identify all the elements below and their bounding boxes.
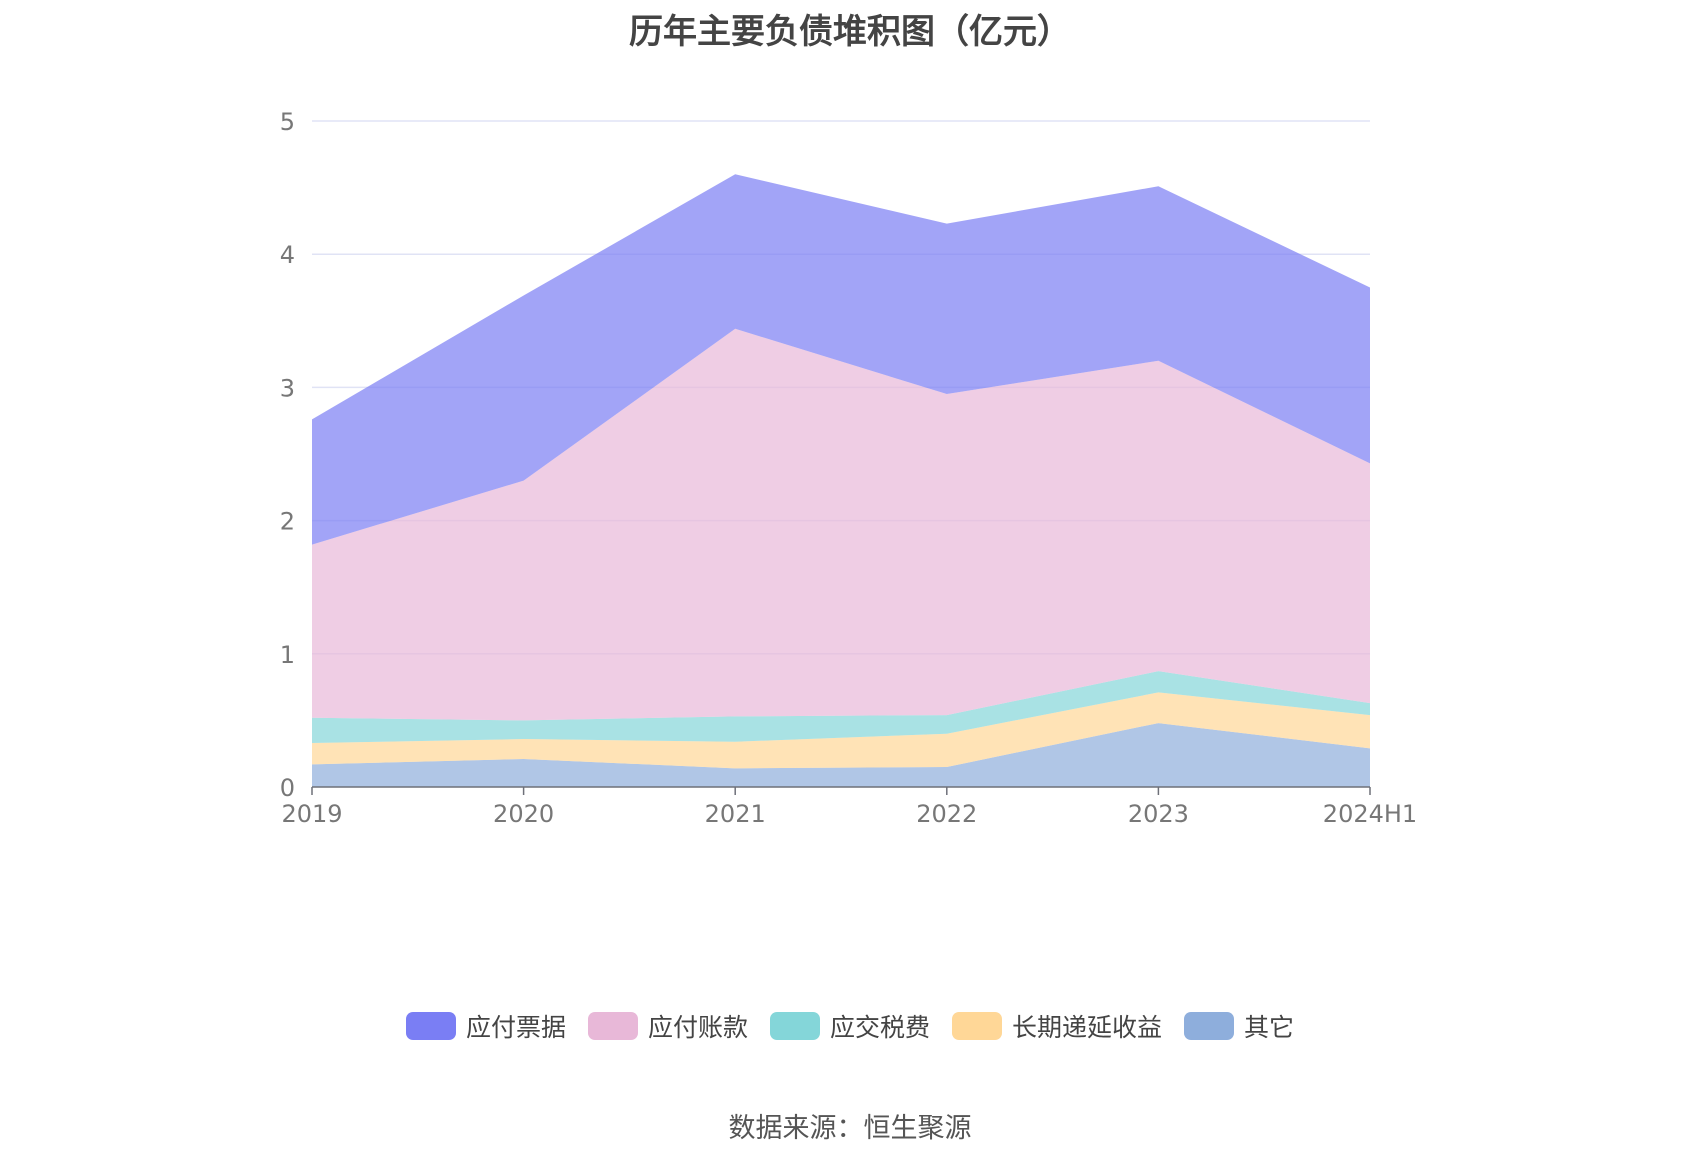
area-series-长期递延收益 — [312, 692, 1370, 769]
x-tick-label: 2021 — [705, 800, 766, 828]
legend-swatch — [769, 1012, 820, 1040]
legend-item[interactable]: 应付账款 — [587, 1008, 748, 1044]
x-tick-label: 2023 — [1128, 800, 1189, 828]
x-tick-label: 2024H1 — [1323, 800, 1417, 828]
legend-item[interactable]: 其它 — [1184, 1008, 1294, 1044]
chart-title: 历年主要负债堆积图（亿元） — [629, 12, 1071, 52]
axes: 0 1 2 3 4 5 2019 2020 2021 2022 2023 2024H1 — [280, 108, 1417, 828]
x-tick-label: 2019 — [281, 800, 342, 828]
area-series-其它 — [312, 723, 1370, 787]
legend-swatch — [405, 1012, 456, 1040]
legend: 应付票据 应付账款 应交税费 长期递延收益 其它 — [0, 1008, 1700, 1044]
area-series-应付账款 — [312, 328, 1370, 721]
legend-label: 应交税费 — [829, 1013, 930, 1042]
x-tick-label: 2022 — [916, 800, 977, 828]
area-series-应交税费 — [312, 671, 1370, 744]
y-tick-label: 2 — [280, 508, 295, 536]
legend-swatch — [587, 1012, 638, 1040]
legend-swatch — [1184, 1012, 1235, 1040]
legend-label: 应付账款 — [647, 1013, 748, 1042]
y-tick-label: 5 — [280, 108, 295, 136]
x-tick-label: 2020 — [493, 800, 554, 828]
y-tick-label: 3 — [280, 374, 295, 402]
y-tick-label: 1 — [280, 641, 295, 669]
area-series — [312, 174, 1370, 787]
y-tick-label: 0 — [280, 774, 295, 802]
legend-item[interactable]: 长期递延收益 — [952, 1008, 1162, 1044]
legend-label: 长期递延收益 — [1012, 1013, 1163, 1042]
y-tick-label: 4 — [280, 241, 295, 269]
legend-item[interactable]: 应付票据 — [405, 1008, 566, 1044]
legend-label: 应付票据 — [465, 1013, 566, 1042]
legend-swatch — [952, 1012, 1002, 1040]
area-series-应付票据 — [312, 174, 1370, 545]
legend-label: 其它 — [1244, 1013, 1295, 1042]
source-note: 数据来源：恒生聚源 — [728, 1113, 972, 1144]
legend-item[interactable]: 应交税费 — [769, 1008, 930, 1044]
